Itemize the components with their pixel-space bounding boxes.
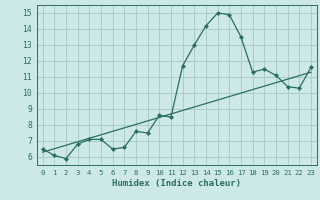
X-axis label: Humidex (Indice chaleur): Humidex (Indice chaleur) (112, 179, 241, 188)
